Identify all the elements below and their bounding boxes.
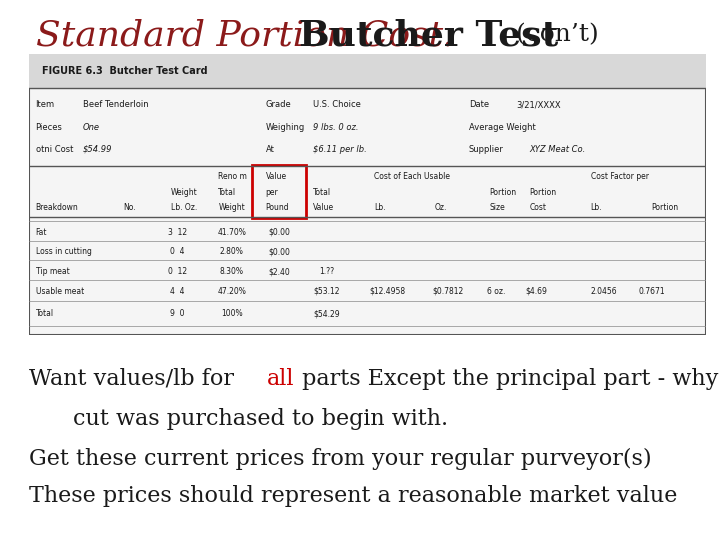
- Text: Supplier: Supplier: [469, 145, 503, 154]
- Text: At: At: [266, 145, 274, 154]
- Text: Standard Portion Cost:: Standard Portion Cost:: [36, 18, 467, 52]
- Text: Portion: Portion: [530, 188, 557, 198]
- Text: Total: Total: [218, 188, 236, 198]
- Text: 3  12: 3 12: [168, 228, 187, 237]
- Text: Loss in cutting: Loss in cutting: [35, 247, 91, 256]
- Text: $2.40: $2.40: [269, 267, 290, 276]
- Text: 9  0: 9 0: [171, 309, 185, 318]
- Text: Tip meat: Tip meat: [35, 267, 69, 276]
- Text: 2.80%: 2.80%: [220, 247, 244, 256]
- Text: Value: Value: [313, 202, 334, 212]
- Text: Weighing: Weighing: [266, 123, 305, 132]
- Text: 1.??: 1.??: [319, 267, 334, 276]
- Text: Lb.: Lb.: [374, 202, 385, 212]
- Text: parts Except the principal part - why the: parts Except the principal part - why th…: [294, 368, 720, 390]
- Text: $0.00: $0.00: [269, 247, 290, 256]
- Text: Oz.: Oz.: [435, 202, 447, 212]
- Text: $54.29: $54.29: [313, 309, 340, 318]
- Text: Lb.: Lb.: [590, 202, 602, 212]
- Text: $54.99: $54.99: [83, 145, 112, 154]
- Text: 4  4: 4 4: [171, 287, 185, 296]
- Text: Date: Date: [469, 100, 489, 109]
- Text: Fat: Fat: [35, 228, 47, 237]
- Text: Pieces: Pieces: [35, 123, 63, 132]
- Text: $6.11 per lb.: $6.11 per lb.: [313, 145, 366, 154]
- Text: Total: Total: [35, 309, 54, 318]
- Text: 3/21/XXXX: 3/21/XXXX: [516, 100, 561, 109]
- Text: Weight: Weight: [218, 202, 245, 212]
- Text: (con’t): (con’t): [500, 24, 599, 46]
- Text: cut was purchased to begin with.: cut was purchased to begin with.: [73, 408, 448, 430]
- Text: 0  4: 0 4: [171, 247, 185, 256]
- Text: Portion: Portion: [652, 202, 678, 212]
- Text: Total: Total: [313, 188, 331, 198]
- Text: $12.4958: $12.4958: [369, 287, 405, 296]
- Text: 100%: 100%: [221, 309, 243, 318]
- Text: 0.7671: 0.7671: [638, 287, 665, 296]
- Text: Usable meat: Usable meat: [35, 287, 84, 296]
- Text: Cost Factor per: Cost Factor per: [590, 172, 649, 181]
- Text: Beef Tenderloin: Beef Tenderloin: [83, 100, 148, 109]
- Text: Want values/lb for: Want values/lb for: [29, 368, 241, 390]
- Text: 0  12: 0 12: [168, 267, 187, 276]
- Text: $53.12: $53.12: [313, 287, 340, 296]
- Text: Pound: Pound: [266, 202, 289, 212]
- Text: XYZ Meat Co.: XYZ Meat Co.: [530, 145, 586, 154]
- Bar: [29, 54, 706, 87]
- Text: 2.0456: 2.0456: [591, 287, 617, 296]
- Text: Average Weight: Average Weight: [469, 123, 536, 132]
- Text: These prices should represent a reasonable market value: These prices should represent a reasonab…: [29, 485, 678, 507]
- Text: Butcher Test: Butcher Test: [299, 18, 558, 52]
- Text: Lb. Oz.: Lb. Oz.: [171, 202, 197, 212]
- Text: $0.7812: $0.7812: [433, 287, 464, 296]
- Text: $0.00: $0.00: [269, 228, 290, 237]
- Text: 9 lbs. 0 oz.: 9 lbs. 0 oz.: [313, 123, 359, 132]
- Bar: [252, 165, 306, 218]
- Text: Reno m: Reno m: [218, 172, 247, 181]
- Text: all: all: [267, 368, 294, 390]
- Text: Value: Value: [266, 172, 287, 181]
- Text: Item: Item: [35, 100, 55, 109]
- Text: otni Cost: otni Cost: [35, 145, 73, 154]
- Text: Cost of Each Usable: Cost of Each Usable: [374, 172, 450, 181]
- Text: $4.69: $4.69: [526, 287, 547, 296]
- Text: Breakdown: Breakdown: [35, 202, 78, 212]
- Text: 47.20%: 47.20%: [217, 287, 246, 296]
- Text: 41.70%: 41.70%: [217, 228, 246, 237]
- Text: One: One: [83, 123, 100, 132]
- Text: Get these current prices from your regular purveyor(s): Get these current prices from your regul…: [29, 448, 652, 470]
- Text: Size: Size: [489, 202, 505, 212]
- Text: Grade: Grade: [266, 100, 292, 109]
- Text: 6 oz.: 6 oz.: [487, 287, 505, 296]
- Text: No.: No.: [124, 202, 136, 212]
- Text: FIGURE 6.3  Butcher Test Card: FIGURE 6.3 Butcher Test Card: [42, 66, 208, 76]
- Text: U.S. Choice: U.S. Choice: [313, 100, 361, 109]
- Text: Weight: Weight: [171, 188, 198, 198]
- Text: Portion: Portion: [489, 188, 516, 198]
- Text: per: per: [266, 188, 279, 198]
- Text: Cost: Cost: [530, 202, 546, 212]
- Text: 8.30%: 8.30%: [220, 267, 244, 276]
